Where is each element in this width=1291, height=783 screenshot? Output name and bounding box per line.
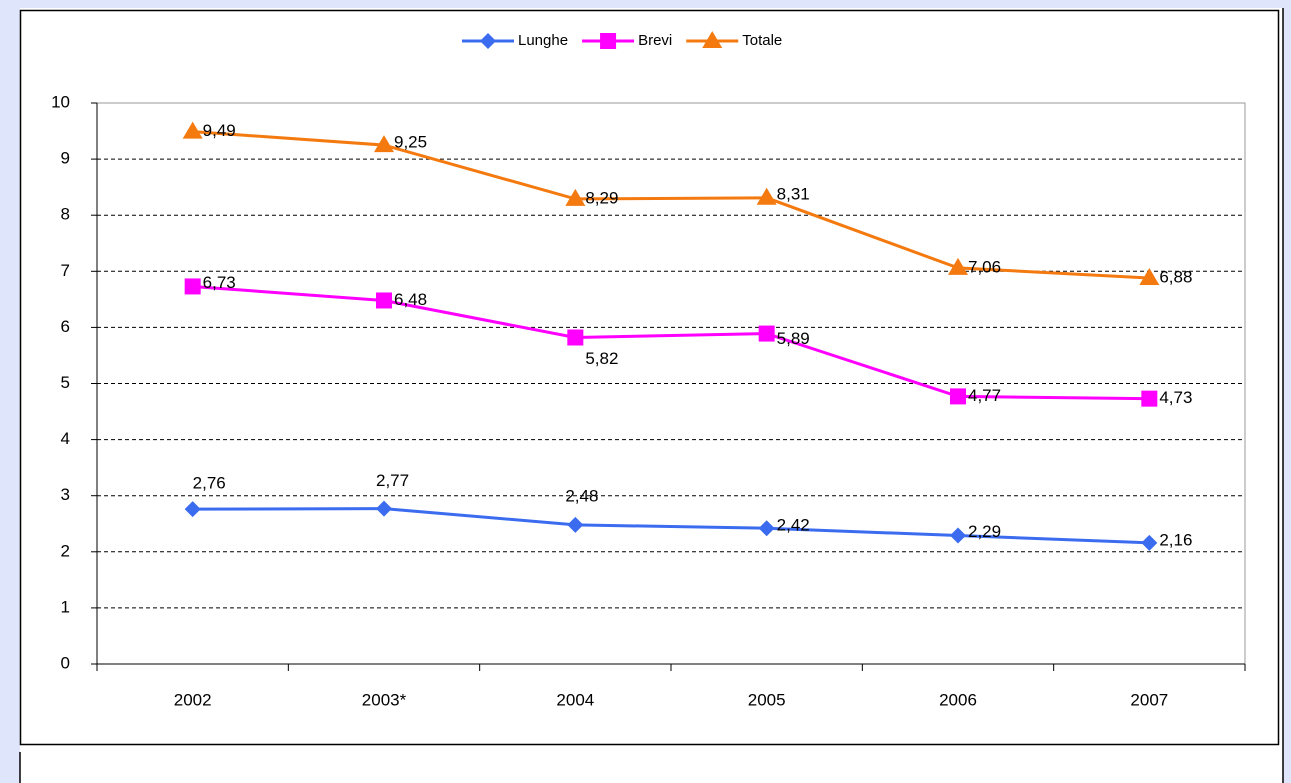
series-line — [192, 284, 1150, 401]
data-label: 9,25 — [394, 133, 427, 152]
data-label: 4,77 — [968, 386, 1001, 405]
marker — [182, 121, 203, 139]
marker — [758, 520, 775, 537]
y-tick-label: 9 — [61, 149, 70, 168]
y-tick-label: 6 — [61, 317, 70, 336]
x-tick-label: 2007 — [1130, 690, 1168, 709]
marker — [950, 388, 966, 405]
legend-label: Lunghe — [518, 32, 568, 49]
marker — [1139, 268, 1160, 286]
marker — [565, 188, 586, 206]
x-tick-label: 2002 — [174, 690, 212, 709]
y-tick-label: 10 — [51, 92, 70, 111]
data-label: 5,82 — [585, 349, 618, 368]
legend-marker — [480, 33, 496, 49]
data-label: 4,73 — [1159, 388, 1192, 407]
x-tick-label: 2005 — [748, 690, 786, 709]
marker — [1141, 534, 1158, 551]
data-label: 9,49 — [203, 121, 236, 140]
y-tick-label: 3 — [61, 485, 70, 504]
x-tick-label: 2004 — [556, 690, 594, 709]
data-label: 6,48 — [394, 290, 427, 309]
marker — [1141, 390, 1158, 407]
marker — [184, 501, 201, 518]
marker — [567, 516, 584, 533]
marker — [758, 325, 775, 342]
data-label: 6,88 — [1159, 268, 1192, 287]
data-label: 2,76 — [193, 474, 226, 493]
y-tick-label: 7 — [61, 261, 70, 280]
marker — [950, 527, 966, 544]
data-label: 6,73 — [203, 273, 236, 292]
y-tick-label: 8 — [61, 205, 70, 224]
marker — [376, 292, 392, 309]
data-label: 8,31 — [777, 184, 810, 203]
x-tick-label: 2003* — [362, 690, 407, 709]
data-label: 2,16 — [1159, 530, 1192, 549]
y-tick-label: 0 — [61, 653, 70, 672]
data-label: 2,29 — [968, 522, 1001, 541]
data-label: 7,06 — [968, 257, 1001, 276]
y-tick-label: 2 — [61, 541, 70, 560]
data-label: 2,48 — [565, 486, 598, 505]
legend-label: Brevi — [638, 32, 672, 49]
series-line — [192, 507, 1150, 545]
marker — [948, 257, 968, 275]
y-tick-label: 1 — [61, 597, 70, 616]
marker — [376, 500, 392, 517]
y-tick-label: 5 — [61, 373, 70, 392]
marker — [756, 187, 777, 205]
data-label: 2,77 — [376, 471, 409, 490]
marker — [184, 278, 201, 295]
legend-marker — [702, 31, 723, 48]
data-label: 8,29 — [585, 188, 618, 207]
legend: Lunghe Brevi Totale — [462, 31, 782, 49]
y-tick-label: 4 — [61, 429, 70, 448]
data-label: 5,89 — [777, 329, 810, 348]
x-tick-label: 2006 — [939, 690, 977, 709]
marker — [567, 329, 584, 346]
legend-label: Totale — [742, 32, 782, 49]
series-line — [192, 130, 1150, 280]
data-label: 2,42 — [777, 516, 810, 535]
marker — [374, 135, 394, 153]
legend-marker — [600, 33, 617, 49]
